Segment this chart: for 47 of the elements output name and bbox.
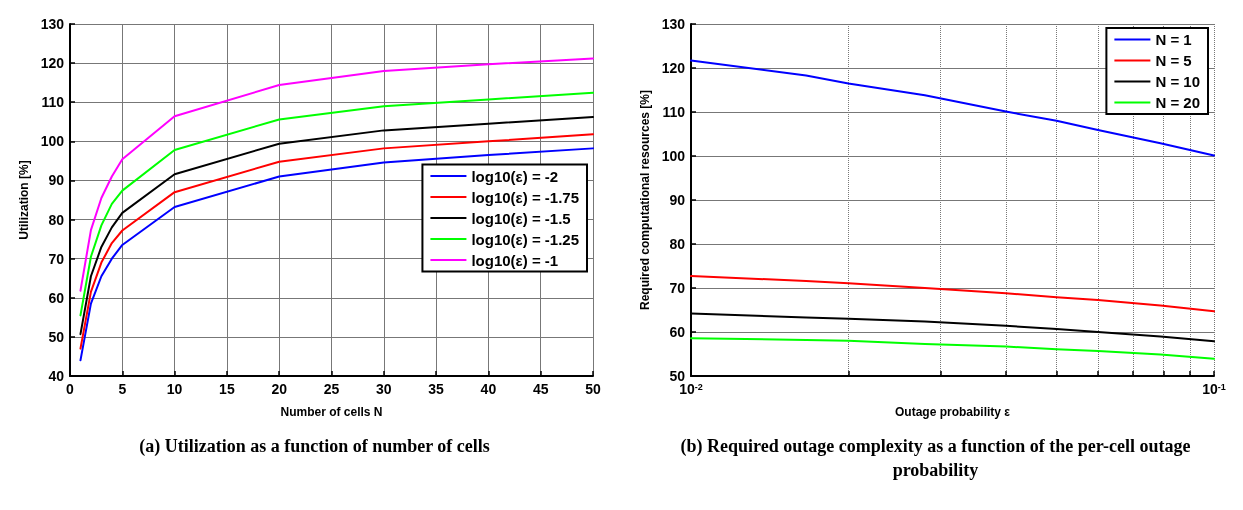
legend-label: log10(ε) = -2 bbox=[471, 167, 559, 185]
y-tick-label: 130 bbox=[661, 16, 686, 32]
legend-label: N = 10 bbox=[1155, 73, 1201, 90]
y-tick-label: 120 bbox=[40, 55, 65, 72]
y-tick-label: 50 bbox=[669, 368, 686, 384]
x-tick-label: 45 bbox=[532, 381, 549, 397]
legend-label: N = 1 bbox=[1155, 31, 1192, 48]
legend-label: log10(ε) = -1 bbox=[471, 251, 559, 269]
y-tick-label: 100 bbox=[40, 133, 65, 150]
y-tick-label: 110 bbox=[41, 94, 65, 111]
y-tick-label: 80 bbox=[48, 211, 65, 228]
x-tick-label: 15 bbox=[219, 381, 235, 397]
y-tick-label: 90 bbox=[669, 192, 686, 208]
x-tick-label: 40 bbox=[480, 381, 497, 397]
x-tick-label: 5 bbox=[118, 381, 127, 397]
x-tick-label: 20 bbox=[271, 381, 288, 397]
y-tick-label: 80 bbox=[669, 236, 686, 252]
line-series bbox=[79, 57, 594, 292]
x-tick-label: 25 bbox=[323, 381, 340, 397]
legend-label: log10(ε) = -1.25 bbox=[471, 230, 580, 248]
y-tick-label: 100 bbox=[661, 148, 686, 164]
y-tick-label: 90 bbox=[48, 172, 65, 189]
x-tick-label: 30 bbox=[376, 381, 392, 397]
y-axis-title: Utilization [%] bbox=[16, 160, 31, 240]
y-tick-label: 70 bbox=[48, 250, 65, 267]
x-axis-title: Outage probability ε bbox=[894, 405, 1011, 419]
y-axis-title: Required computational resources [%] bbox=[637, 89, 652, 311]
y-tick-label: 50 bbox=[48, 328, 65, 345]
legend-label: N = 5 bbox=[1155, 52, 1192, 69]
y-tick-label: 70 bbox=[669, 280, 686, 296]
line-series bbox=[79, 91, 594, 317]
text: (a) Utilization as a function of number of cells bbox=[138, 435, 491, 458]
x-axis-title: Number of cells N bbox=[280, 405, 383, 419]
legend-label: log10(ε) = -1.75 bbox=[471, 188, 580, 206]
text: (b) Required outage complexity as a function of the per-cell outage probability bbox=[679, 435, 1192, 482]
x-tick-label: 50 bbox=[585, 381, 601, 397]
x-tick-label: 35 bbox=[428, 381, 445, 397]
x-tick-label: 0 bbox=[66, 381, 75, 397]
y-tick-label: 60 bbox=[669, 324, 686, 340]
legend-label: N = 20 bbox=[1155, 94, 1201, 111]
x-tick-label: 10 bbox=[166, 381, 183, 397]
y-tick-label: 60 bbox=[48, 289, 65, 306]
y-tick-label: 120 bbox=[661, 60, 686, 76]
y-tick-label: 40 bbox=[48, 368, 65, 384]
legend-label: log10(ε) = -1.5 bbox=[471, 209, 571, 227]
y-tick-label: 110 bbox=[662, 104, 686, 120]
y-tick-label: 130 bbox=[40, 16, 65, 32]
